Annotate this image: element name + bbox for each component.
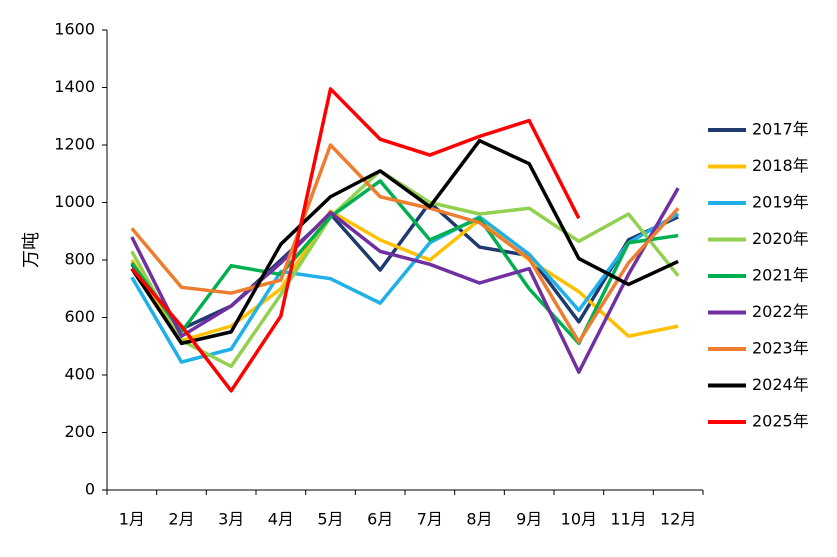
- series-line: [130, 143, 680, 344]
- x-tick-label: 7月: [417, 510, 443, 529]
- y-tick-label: 1000: [54, 192, 95, 211]
- legend-label: 2019年: [752, 193, 809, 212]
- x-tick-label: 9月: [516, 510, 542, 529]
- y-tick-label: 1200: [54, 135, 95, 154]
- legend-label: 2023年: [752, 339, 809, 358]
- x-tick-label: 8月: [466, 510, 492, 529]
- x-tick-label: 5月: [317, 510, 343, 529]
- x-tick-label: 11月: [610, 510, 646, 529]
- series-line: [130, 138, 679, 346]
- legend-label: 2022年: [752, 302, 809, 321]
- y-tick-label: 1600: [54, 20, 95, 39]
- y-tick-label: 1400: [54, 77, 95, 96]
- series-line: [130, 212, 680, 364]
- x-tick-label: 6月: [367, 510, 393, 529]
- series-line: [130, 87, 581, 393]
- legend-label: 2024年: [752, 375, 809, 394]
- legend-label: 2025年: [752, 412, 809, 431]
- y-tick-label: 400: [64, 365, 95, 384]
- legend-label: 2018年: [752, 156, 809, 175]
- series-line: [130, 179, 679, 346]
- x-tick-label: 2月: [168, 510, 194, 529]
- x-tick-label: 3月: [218, 510, 244, 529]
- series-line: [130, 187, 680, 374]
- y-tick-label: 600: [64, 307, 95, 326]
- y-tick-label: 800: [64, 250, 95, 269]
- y-tick-label: 200: [64, 422, 95, 441]
- legend-label: 2020年: [752, 229, 809, 248]
- x-tick-label: 4月: [268, 510, 294, 529]
- x-tick-label: 12月: [660, 510, 696, 529]
- legend-label: 2017年: [752, 120, 809, 139]
- y-tick-label: 0: [85, 480, 95, 499]
- legend-label: 2021年: [752, 266, 809, 285]
- x-tick-label: 1月: [119, 510, 145, 529]
- x-tick-label: 10月: [561, 510, 597, 529]
- y-axis-label: 万吨: [21, 232, 42, 268]
